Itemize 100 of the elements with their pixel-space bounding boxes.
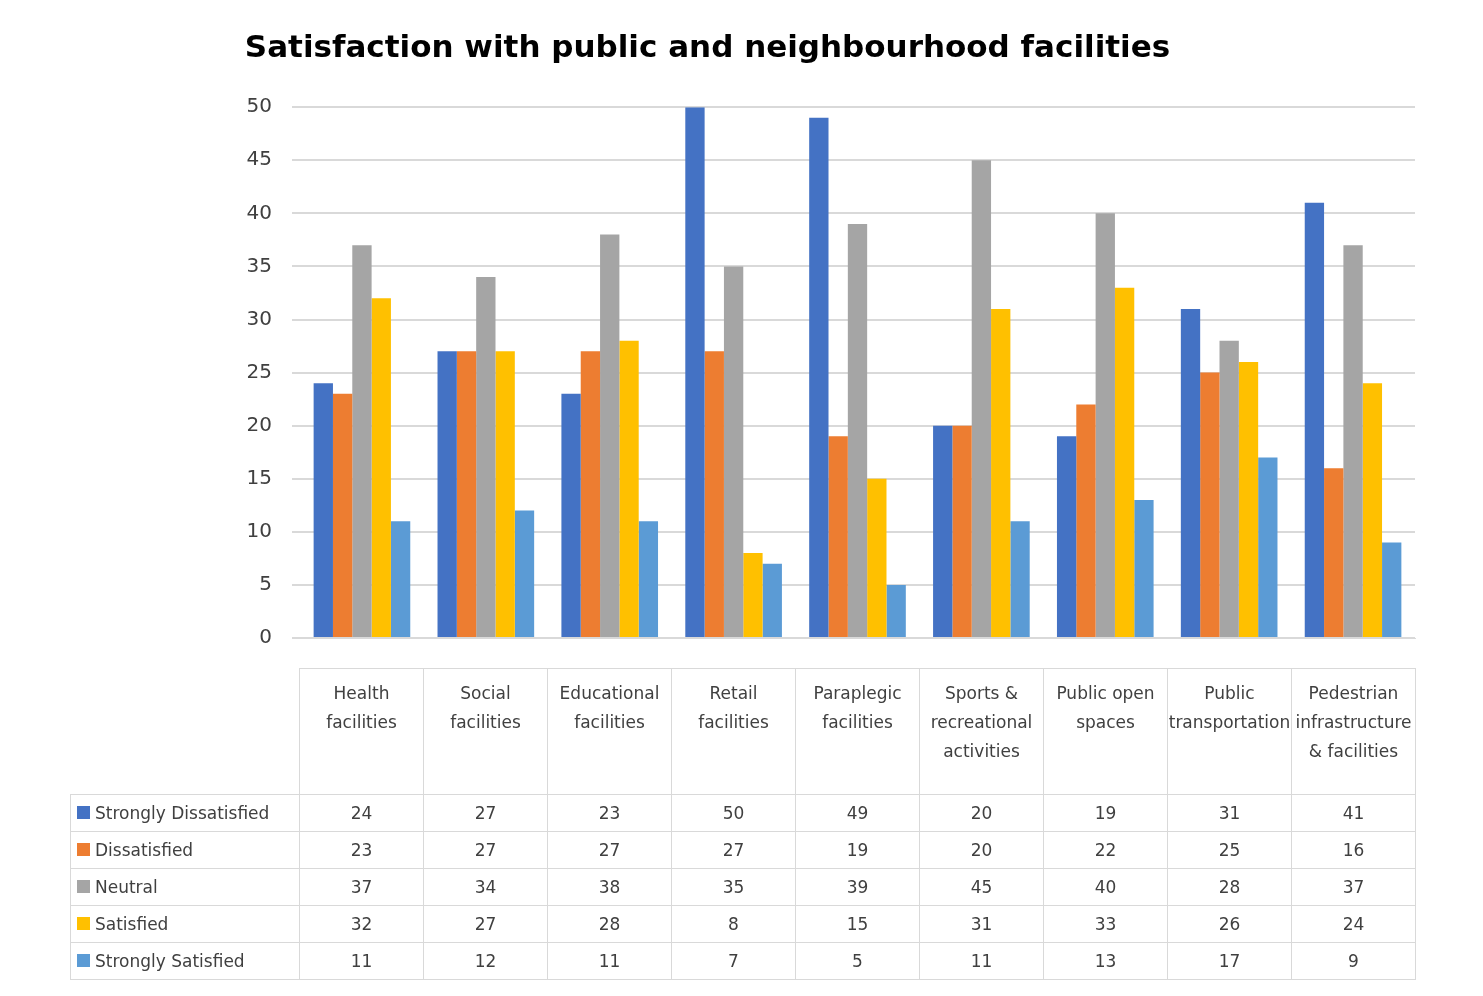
bar [847, 223, 868, 637]
legend-label: Neutral [70, 868, 300, 906]
bar [1238, 361, 1259, 637]
data-label: 24 [299, 794, 424, 832]
y-tick-label: 25 [246, 358, 272, 383]
y-tick-label: 50 [246, 93, 272, 118]
data-label: 41 [1291, 794, 1416, 832]
data-label: 11 [299, 942, 424, 980]
bar [495, 351, 515, 637]
data-label: 37 [299, 868, 424, 906]
data-label: 16 [1291, 831, 1416, 869]
bar [580, 351, 601, 637]
bar [1258, 457, 1278, 637]
y-tick-label: 10 [246, 518, 272, 543]
data-label: 45 [919, 868, 1044, 906]
data-label: 23 [299, 831, 424, 869]
bar [762, 563, 782, 637]
chart-title: Satisfaction with public and neighbourhood facilities [244, 27, 1171, 64]
data-label: 13 [1043, 942, 1168, 980]
y-tick-label: 0 [259, 624, 272, 649]
data-label: 20 [919, 794, 1044, 832]
x-tick-label: Sports & recreational activities [919, 668, 1044, 795]
bar [886, 584, 906, 637]
y-tick-label: 40 [246, 199, 272, 224]
bar [1114, 287, 1135, 637]
bar [371, 298, 391, 637]
legend-label: Satisfied [70, 905, 300, 943]
x-tick-label: Public open spaces [1043, 668, 1168, 795]
data-label: 37 [1291, 868, 1416, 906]
legend-label: Strongly Dissatisfied [70, 794, 300, 832]
data-label: 39 [795, 868, 920, 906]
y-tick-label: 30 [246, 305, 272, 330]
bar [437, 351, 457, 637]
bar [704, 351, 724, 637]
data-label: 22 [1043, 831, 1168, 869]
bar [352, 245, 372, 637]
bar [933, 425, 953, 637]
y-tick-label: 20 [246, 411, 272, 436]
data-label: 50 [671, 794, 796, 832]
x-tick-label: Health facilities [299, 668, 424, 795]
data-label: 27 [671, 831, 796, 869]
y-tick-label: 5 [259, 571, 272, 596]
data-label: 15 [795, 905, 920, 943]
bar [809, 117, 829, 637]
data-label: 33 [1043, 905, 1168, 943]
x-tick-label: Public transportation [1167, 668, 1292, 795]
bar [476, 277, 496, 637]
bar [1076, 404, 1096, 637]
y-tick-label: 45 [246, 146, 272, 171]
bar [952, 425, 972, 637]
bar [1095, 213, 1115, 637]
bar [514, 510, 535, 637]
data-label: 5 [795, 942, 920, 980]
bar [867, 478, 887, 637]
bar [1134, 499, 1154, 637]
data-label: 12 [423, 942, 548, 980]
data-label: 27 [423, 905, 548, 943]
bar [332, 393, 353, 637]
bar [456, 351, 477, 637]
x-tick-label: Retail facilities [671, 668, 796, 795]
data-label: 31 [919, 905, 1044, 943]
bar [1362, 383, 1383, 637]
data-label: 32 [299, 905, 424, 943]
data-label: 31 [1167, 794, 1292, 832]
bar [619, 340, 639, 637]
data-label: 27 [423, 831, 548, 869]
data-label: 34 [423, 868, 548, 906]
bar [1056, 436, 1077, 637]
bar [1382, 542, 1402, 637]
data-label: 28 [1167, 868, 1292, 906]
y-tick-label: 15 [246, 464, 272, 489]
bar [390, 521, 411, 637]
y-tick-label: 35 [246, 252, 272, 277]
bar [971, 160, 992, 637]
bar [723, 266, 744, 637]
x-tick-label: Paraplegic facilities [795, 668, 920, 795]
legend-label: Strongly Satisfied [70, 942, 300, 980]
bar [600, 234, 620, 637]
bar [313, 383, 333, 637]
data-label: 9 [1291, 942, 1416, 980]
bar [561, 393, 581, 637]
data-label: 17 [1167, 942, 1292, 980]
data-label: 23 [547, 794, 672, 832]
data-label: 11 [547, 942, 672, 980]
data-label: 49 [795, 794, 920, 832]
x-tick-label: Social facilities [423, 668, 548, 795]
bar [991, 308, 1011, 637]
data-label: 20 [919, 831, 1044, 869]
data-label: 26 [1167, 905, 1292, 943]
data-label: 38 [547, 868, 672, 906]
bar [1180, 308, 1201, 637]
bar [685, 107, 705, 637]
bar [638, 521, 659, 637]
legend-label: Dissatisfied [70, 831, 300, 869]
data-label: 19 [1043, 794, 1168, 832]
x-tick-label: Educational facilities [547, 668, 672, 795]
data-label: 11 [919, 942, 1044, 980]
data-label: 27 [423, 794, 548, 832]
data-label: 27 [547, 831, 672, 869]
data-label: 25 [1167, 831, 1292, 869]
